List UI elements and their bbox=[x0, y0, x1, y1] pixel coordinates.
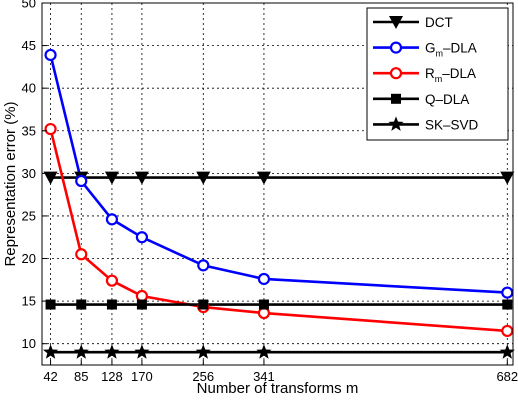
data-point-gm-dla bbox=[44, 48, 57, 62]
x-tick-label: 42 bbox=[43, 369, 57, 384]
x-tick-label: 341 bbox=[253, 369, 275, 384]
legend-marker-gm-dla bbox=[389, 41, 403, 54]
data-point-gm-dla bbox=[105, 213, 119, 226]
data-point-dct bbox=[104, 171, 119, 185]
series-line-rm-dla bbox=[49, 128, 508, 333]
data-point-sk-svd bbox=[256, 344, 272, 359]
data-point-sk-svd bbox=[104, 344, 120, 359]
x-axis-label: Number of transforms m bbox=[197, 380, 359, 397]
data-point-q-dla bbox=[258, 299, 269, 310]
data-point-gm-dla bbox=[501, 286, 514, 299]
data-point-sk-svd bbox=[195, 344, 211, 359]
data-point-q-dla bbox=[106, 299, 117, 310]
legend-label-sk-svd: SK–SVD bbox=[425, 117, 479, 132]
data-point-gm-dla bbox=[257, 272, 271, 286]
y-tick-label: 35 bbox=[22, 123, 36, 138]
data-point-dct bbox=[500, 171, 515, 185]
y-tick-label: 45 bbox=[22, 38, 36, 53]
data-point-q-dla bbox=[45, 299, 56, 310]
data-point-gm-dla bbox=[135, 231, 149, 244]
y-axis-label: Representation error (%) bbox=[2, 101, 19, 266]
data-point-q-dla bbox=[76, 299, 87, 310]
data-point-dct bbox=[134, 171, 149, 185]
x-tick-label: 170 bbox=[131, 369, 153, 384]
y-tick-label: 10 bbox=[22, 336, 36, 351]
y-tick-label: 25 bbox=[22, 208, 36, 223]
x-tick-label: 256 bbox=[192, 369, 214, 384]
y-tick-label: 50 bbox=[22, 0, 36, 11]
x-tick-label: 85 bbox=[74, 369, 88, 384]
y-tick-label: 15 bbox=[22, 294, 36, 309]
data-point-gm-dla bbox=[197, 259, 210, 272]
data-point-dct bbox=[43, 171, 58, 185]
data-point-rm-dla bbox=[135, 289, 149, 303]
y-tick-label: 40 bbox=[22, 81, 36, 96]
data-point-rm-dla bbox=[44, 122, 57, 136]
y-tick-label: 20 bbox=[22, 251, 36, 266]
data-point-sk-svd bbox=[42, 344, 59, 359]
legend-marker-sk-svd bbox=[388, 116, 404, 131]
axis-ticks: 42 85 128 170 256 341 682 10 15 20 25 30 35 40 45 50 bbox=[22, 0, 518, 384]
legend-marker-q-dla bbox=[391, 93, 401, 104]
data-point-q-dla bbox=[136, 299, 147, 310]
data-point-rm-dla bbox=[501, 324, 514, 338]
data-point-rm-dla bbox=[75, 248, 88, 261]
data-point-sk-svd bbox=[73, 344, 89, 359]
legend-label-dct: DCT bbox=[425, 15, 453, 30]
data-point-q-dla bbox=[502, 299, 513, 310]
data-point-sk-svd bbox=[499, 344, 515, 359]
series-markers bbox=[42, 48, 515, 359]
legend-marker-rm-dla bbox=[389, 67, 403, 80]
y-tick-label: 30 bbox=[22, 166, 36, 181]
legend-label-rm-dla: Rm–DLA bbox=[425, 66, 476, 84]
x-tick-label: 128 bbox=[101, 369, 123, 384]
data-point-sk-svd bbox=[134, 344, 150, 359]
data-point-q-dla bbox=[198, 299, 209, 310]
legend: DCT Gm–DLA Rm–DLA Q–DLA SK–SVD bbox=[366, 7, 509, 141]
data-point-rm-dla bbox=[257, 306, 271, 320]
data-point-dct bbox=[256, 171, 271, 185]
legend-marker-dct bbox=[389, 16, 403, 29]
legend-label-gm-dla: Gm–DLA bbox=[425, 41, 477, 59]
x-tick-label: 682 bbox=[496, 369, 518, 384]
legend-label-q-dla: Q–DLA bbox=[425, 92, 469, 107]
data-point-rm-dla bbox=[105, 274, 119, 287]
data-point-dct bbox=[196, 171, 211, 185]
data-point-gm-dla bbox=[75, 174, 88, 188]
axes-box bbox=[41, 2, 514, 366]
